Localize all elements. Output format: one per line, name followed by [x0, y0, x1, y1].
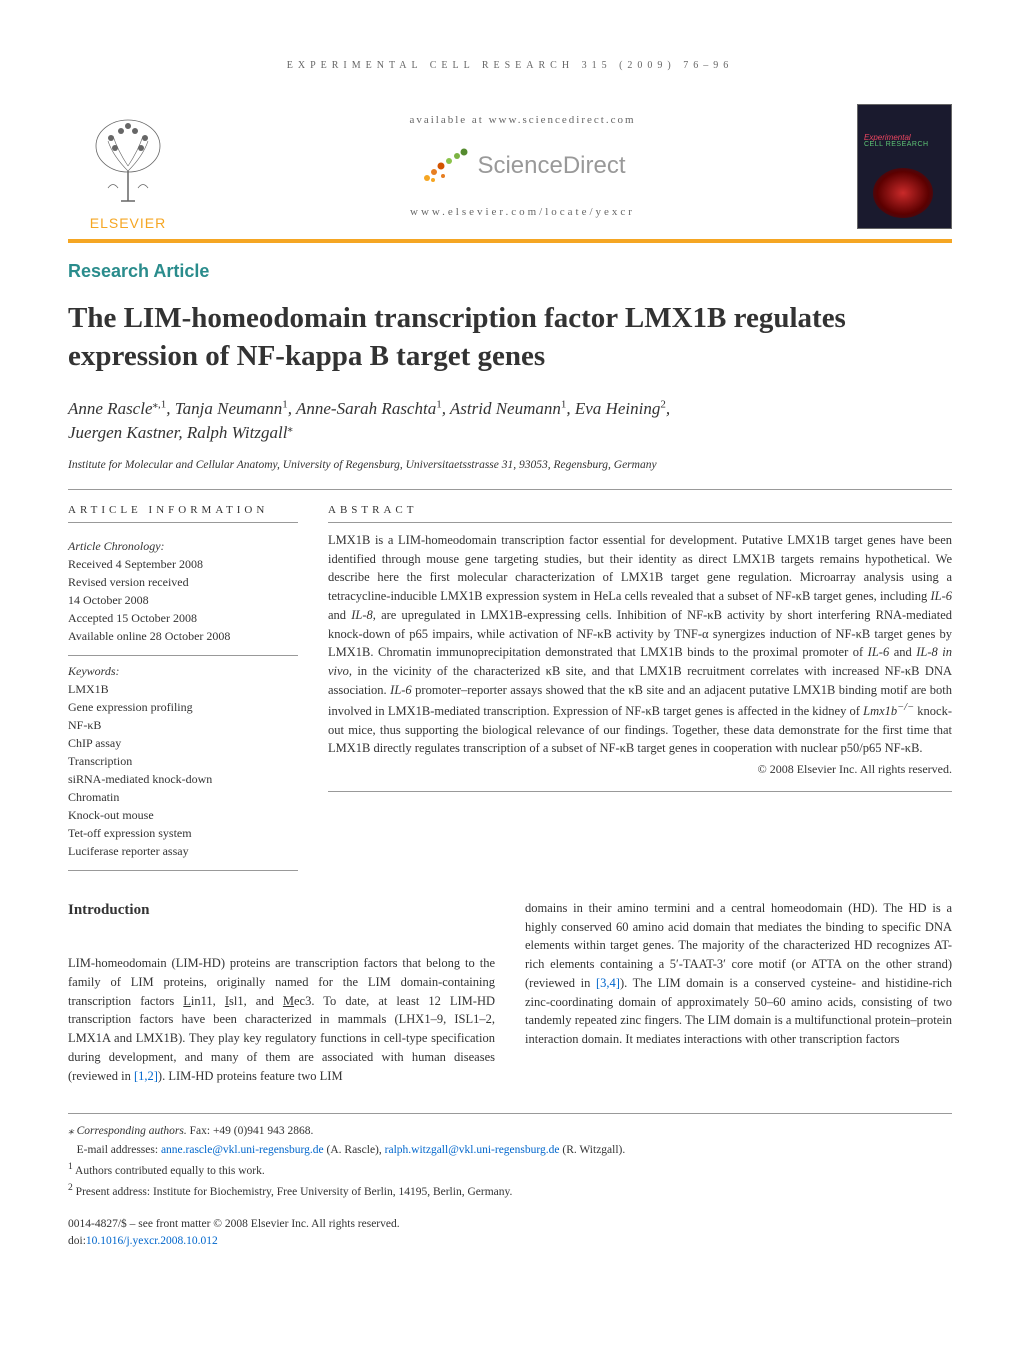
divider [68, 489, 952, 490]
keyword: NF-κB [68, 716, 298, 734]
abstract-copyright: © 2008 Elsevier Inc. All rights reserved… [328, 762, 952, 777]
authors-line-1: Anne Rascle⁎,1, Tanja Neumann1, Anne-Sar… [68, 399, 670, 418]
body-column-left: Introduction LIM-homeodomain (LIM-HD) pr… [68, 899, 495, 1086]
keywords-label: Keywords: [68, 662, 298, 680]
affiliation: Institute for Molecular and Cellular Ana… [68, 459, 952, 471]
body-column-right: domains in their amino termini and a cen… [525, 899, 952, 1086]
article-type: Research Article [68, 261, 952, 282]
received-date: Received 4 September 2008 [68, 555, 298, 573]
keyword: Chromatin [68, 788, 298, 806]
doi-line: doi:10.1016/j.yexcr.2008.10.012 [68, 1233, 952, 1250]
footnote-2: 2 Present address: Institute for Biochem… [68, 1180, 952, 1201]
article-title: The LIM-homeodomain transcription factor… [68, 300, 952, 375]
elsevier-name: ELSEVIER [90, 215, 166, 231]
elsevier-tree-icon [83, 116, 173, 211]
corresponding-author: ⁎ Corresponding authors. Fax: +49 (0)941… [68, 1122, 952, 1140]
header-center: available at www.sciencedirect.com Scien… [208, 104, 837, 228]
accepted-date: Accepted 15 October 2008 [68, 609, 298, 627]
cover-image [873, 168, 933, 218]
revised-date-1: Revised version received [68, 573, 298, 591]
sciencedirect-name: ScienceDirect [477, 152, 625, 180]
chronology-label: Article Chronology: [68, 537, 298, 555]
running-head: EXPERIMENTAL CELL RESEARCH 315 (2009) 76… [68, 60, 952, 71]
abstract-text: LMX1B is a LIM-homeodomain transcription… [328, 531, 952, 758]
keyword: Tet-off expression system [68, 824, 298, 842]
abstract-column: ABSTRACT LMX1B is a LIM-homeodomain tran… [328, 504, 952, 871]
authors-line-2: Juergen Kastner, Ralph Witzgall⁎ [68, 423, 293, 442]
cover-title-2: CELL RESEARCH [864, 141, 929, 148]
keyword: siRNA-mediated knock-down [68, 770, 298, 788]
keyword: ChIP assay [68, 734, 298, 752]
keyword: Transcription [68, 752, 298, 770]
revised-date-2: 14 October 2008 [68, 591, 298, 609]
journal-header: ELSEVIER available at www.sciencedirect.… [68, 101, 952, 243]
keyword: Luciferase reporter assay [68, 842, 298, 860]
footnotes: ⁎ Corresponding authors. Fax: +49 (0)941… [68, 1113, 952, 1201]
email-link-2[interactable]: ralph.witzgall@vkl.uni-regensburg.de [385, 1144, 560, 1156]
keyword: LMX1B [68, 680, 298, 698]
info-abstract-row: ARTICLE INFORMATION Article Chronology: … [68, 504, 952, 871]
divider [328, 791, 952, 792]
page-container: EXPERIMENTAL CELL RESEARCH 315 (2009) 76… [0, 0, 1020, 1290]
sd-dots-icon [419, 146, 469, 186]
elsevier-logo: ELSEVIER [68, 101, 188, 231]
sciencedirect-logo: ScienceDirect [208, 146, 837, 186]
journal-cover-thumb: Experimental CELL RESEARCH [857, 104, 952, 229]
keyword: Gene expression profiling [68, 698, 298, 716]
doi-link[interactable]: 10.1016/j.yexcr.2008.10.012 [86, 1235, 218, 1247]
keywords-block: Keywords: LMX1B Gene expression profilin… [68, 656, 298, 871]
introduction-section: Introduction LIM-homeodomain (LIM-HD) pr… [68, 899, 952, 1086]
authors: Anne Rascle⁎,1, Tanja Neumann1, Anne-Sar… [68, 397, 952, 445]
intro-head: Introduction [68, 899, 495, 922]
email-addresses: E-mail addresses: anne.rascle@vkl.uni-re… [68, 1141, 952, 1159]
email-link-1[interactable]: anne.rascle@vkl.uni-regensburg.de [161, 1144, 324, 1156]
article-info-column: ARTICLE INFORMATION Article Chronology: … [68, 504, 298, 871]
body-columns: Introduction LIM-homeodomain (LIM-HD) pr… [68, 899, 952, 1086]
footer-info: 0014-4827/$ – see front matter © 2008 El… [68, 1216, 952, 1251]
footnote-1: 1 Authors contributed equally to this wo… [68, 1159, 952, 1180]
abstract-head: ABSTRACT [328, 504, 952, 523]
locate-url: www.elsevier.com/locate/yexcr [208, 206, 837, 218]
chronology-block: Article Chronology: Received 4 September… [68, 531, 298, 656]
article-info-head: ARTICLE INFORMATION [68, 504, 298, 523]
online-date: Available online 28 October 2008 [68, 627, 298, 645]
issn-copyright: 0014-4827/$ – see front matter © 2008 El… [68, 1216, 952, 1233]
available-at: available at www.sciencedirect.com [208, 114, 837, 126]
keyword: Knock-out mouse [68, 806, 298, 824]
